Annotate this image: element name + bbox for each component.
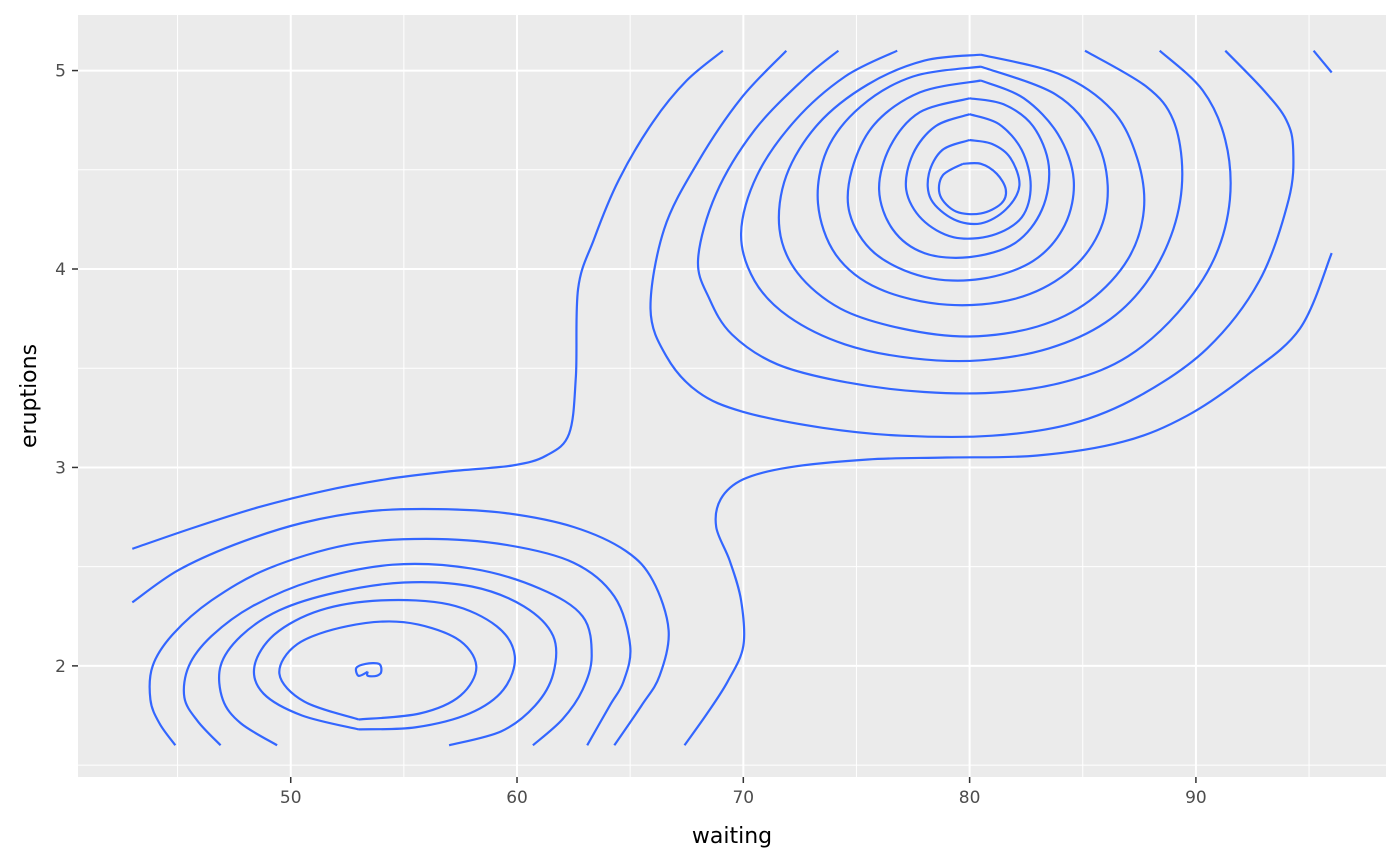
- contour-line: [131, 507, 670, 746]
- contour-line: [148, 537, 632, 746]
- contour-line: [649, 49, 1295, 439]
- y-tick-label: 2: [55, 657, 66, 677]
- contour-line: [1312, 50, 1333, 74]
- y-tick-label: 3: [55, 458, 66, 478]
- contour-level-6: [252, 65, 1109, 731]
- contour-level-7: [278, 79, 1076, 721]
- plot-panel: [78, 15, 1386, 777]
- axis-ticks: [72, 69, 1197, 783]
- contour-level-9: [904, 113, 1032, 240]
- contour-level-11: [937, 161, 1008, 216]
- y-axis-title: eruptions: [17, 344, 42, 448]
- x-tick-label: 90: [1185, 788, 1207, 808]
- y-axis-tick-labels: 2 3 4 5: [55, 62, 66, 677]
- contour-level-2: [131, 49, 1333, 746]
- contour-line: [739, 49, 1184, 363]
- x-tick-label: 80: [959, 788, 981, 808]
- contour-level-4: [182, 49, 1184, 747]
- x-tick-label: 70: [732, 788, 754, 808]
- y-tick-label: 5: [55, 62, 66, 82]
- contour-line: [217, 581, 558, 747]
- contour-line: [904, 113, 1032, 240]
- y-tick-label: 4: [55, 260, 66, 280]
- contour-line: [926, 138, 1021, 226]
- contour-line: [131, 49, 724, 550]
- contour-level-10: [926, 138, 1021, 226]
- contour-level-3: [148, 49, 1232, 746]
- contour-lines: [131, 49, 1333, 747]
- minor-gridlines: [78, 15, 1386, 777]
- contour-level-5: [217, 53, 1146, 747]
- contour-line: [777, 53, 1146, 338]
- contour-line: [696, 49, 1232, 395]
- contour-line: [816, 65, 1109, 307]
- contour-line: [252, 598, 517, 731]
- contour-line: [354, 662, 383, 678]
- contour-line: [278, 620, 478, 721]
- contour-line: [182, 562, 593, 747]
- contour-level-1: [131, 49, 1333, 550]
- x-tick-label: 60: [506, 788, 528, 808]
- contour-line: [683, 252, 1333, 746]
- x-axis-title: waiting: [692, 824, 772, 849]
- contour-line: [937, 161, 1008, 216]
- contour-level-8: [354, 97, 1051, 678]
- x-axis-tick-labels: 50 60 70 80 90: [280, 788, 1207, 808]
- x-tick-label: 50: [280, 788, 302, 808]
- contour-line: [877, 97, 1051, 259]
- contour-line: [846, 79, 1076, 282]
